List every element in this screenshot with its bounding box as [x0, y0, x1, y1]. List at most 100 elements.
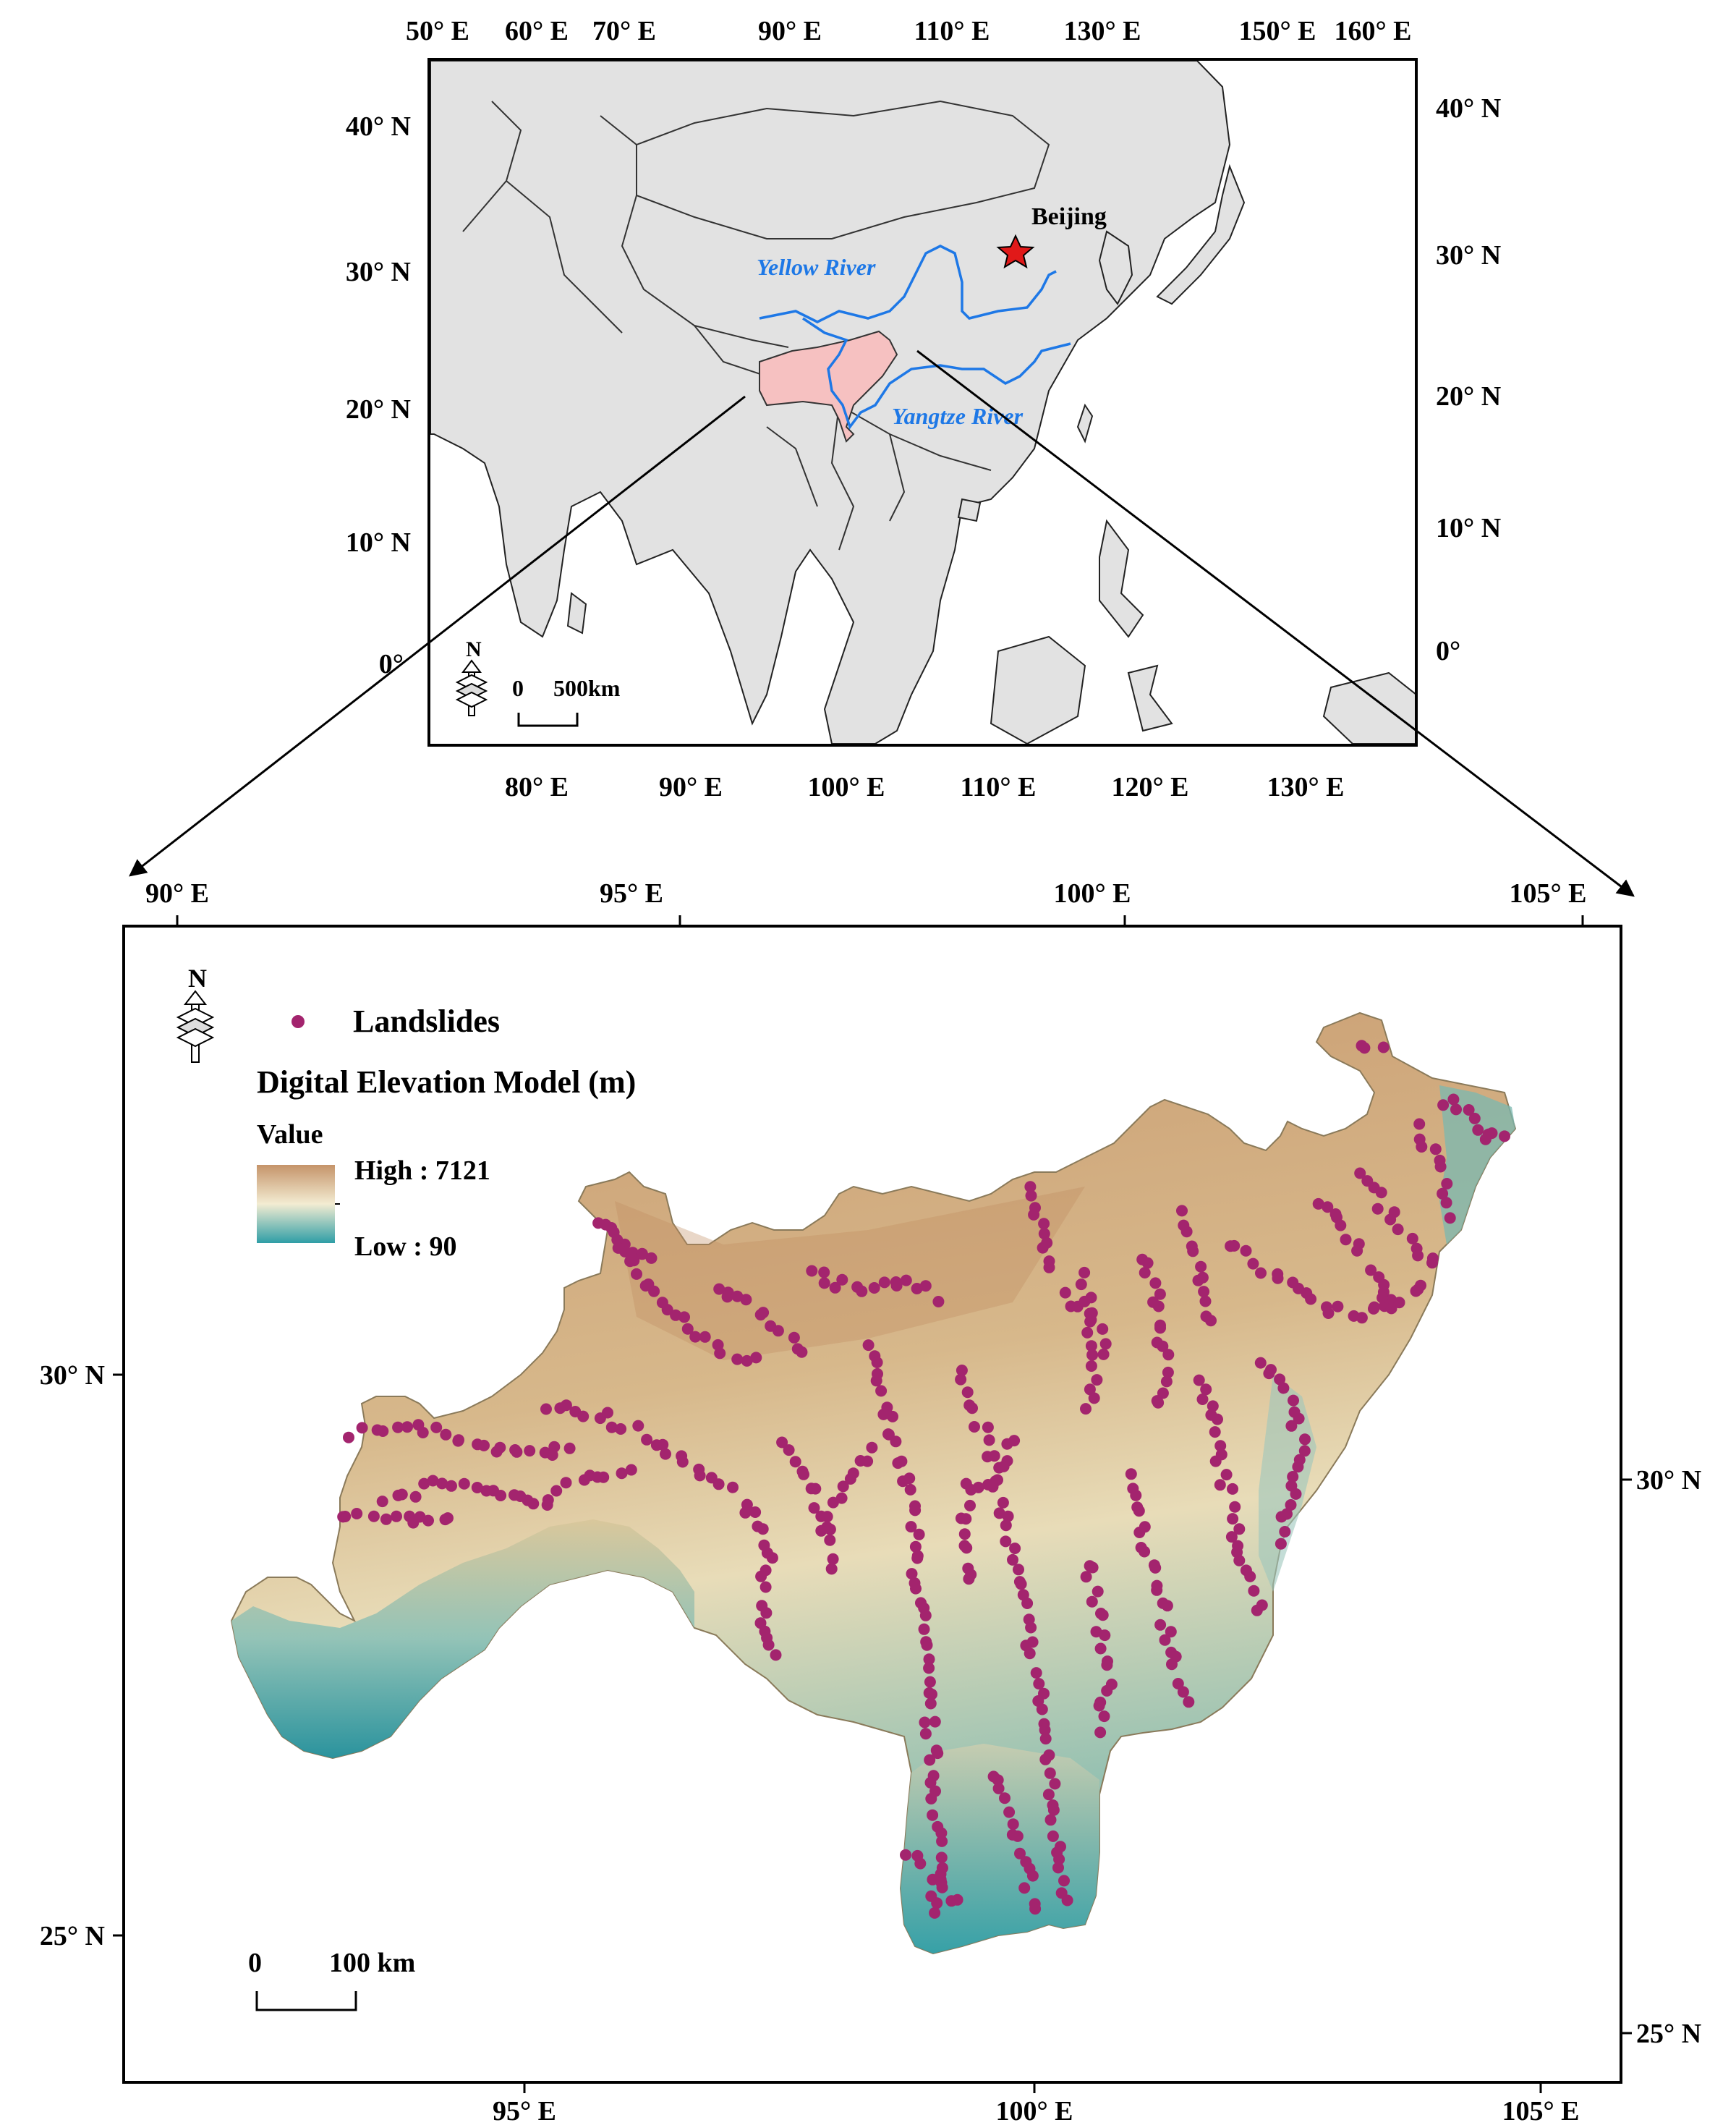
landslide-point: [1441, 1178, 1453, 1189]
landslide-point: [964, 1499, 976, 1511]
inset-right-tick: 0°: [1436, 636, 1460, 666]
inset-top-tick: 150° E: [1238, 16, 1316, 46]
landslide-point: [844, 1473, 856, 1485]
landslide-point: [1038, 1218, 1050, 1230]
landslide-point: [1039, 1724, 1051, 1736]
landslide-point: [1092, 1585, 1104, 1598]
landslide-point: [1172, 1678, 1184, 1689]
main-left-ticks: 30° N 25° N: [40, 1360, 105, 1951]
inset-bottom-tick: 110° E: [961, 772, 1037, 802]
inset-map: Beijing Yellow River Yangtze River N 0 5…: [346, 16, 1501, 802]
landslide-point: [1021, 1598, 1034, 1609]
landslide-point: [440, 1428, 452, 1441]
landslide-point: [827, 1553, 839, 1565]
landslide-point: [1244, 1570, 1256, 1582]
landslide-point: [824, 1534, 836, 1546]
main-scale-distance: 100 km: [329, 1948, 415, 1978]
landslide-point: [600, 1218, 612, 1231]
landslide-point: [923, 1653, 935, 1666]
landslide-point: [988, 1450, 1000, 1462]
landslide-point: [1209, 1426, 1221, 1438]
landslide-point: [1356, 1312, 1368, 1324]
landslide-point: [1351, 1244, 1363, 1257]
landslide-point: [548, 1441, 561, 1453]
landslide-point: [911, 1552, 924, 1564]
landslide-point: [377, 1425, 389, 1437]
beijing-label: Beijing: [1031, 203, 1107, 230]
landslides-legend-label: Landslides: [353, 1004, 500, 1039]
landslide-point: [1279, 1526, 1291, 1537]
landslide-point: [982, 1421, 994, 1433]
inset-korea: [1098, 230, 1133, 305]
inset-top-tick: 110° E: [914, 16, 990, 46]
connector-arrow-right: [916, 349, 1635, 897]
inset-left-tick: 10° N: [346, 527, 411, 558]
inset-right-tick: 20° N: [1436, 381, 1501, 412]
landslide-point: [1285, 1499, 1297, 1511]
landslide-point: [380, 1513, 392, 1525]
inset-yellow-river: [759, 245, 1057, 323]
landslide-point: [446, 1480, 457, 1492]
dem-lowlands-northeast: [1439, 1085, 1515, 1244]
main-legend: N Landslides Digital Elevation Model (m)…: [176, 964, 636, 1262]
landslide-point: [1039, 1753, 1052, 1765]
main-scale-zero: 0: [248, 1948, 262, 1978]
landslide-point: [1322, 1201, 1334, 1213]
landslide-point: [919, 1280, 932, 1292]
landslide-point: [1207, 1400, 1219, 1412]
landslide-point: [1154, 1288, 1166, 1300]
inset-bottom-tick: 90° E: [659, 772, 723, 802]
landslide-point: [931, 1897, 943, 1909]
landslide-point: [925, 1793, 937, 1804]
landslide-point: [1098, 1710, 1110, 1723]
landslide-point: [1251, 1604, 1263, 1616]
landslide-point: [396, 1488, 408, 1501]
landslide-point: [1162, 1349, 1175, 1361]
landslide-point: [755, 1570, 767, 1582]
landslide-point: [749, 1506, 762, 1518]
landslide-point: [789, 1456, 801, 1468]
landslide-point: [542, 1494, 554, 1506]
landslide-point: [1018, 1882, 1031, 1894]
landslide-point: [409, 1490, 422, 1503]
landslide-point: [1149, 1277, 1162, 1289]
landslide-point: [511, 1446, 523, 1458]
landslide-point: [681, 1323, 694, 1335]
inset-borneo: [990, 635, 1086, 744]
landslide-point: [1183, 1696, 1195, 1708]
inset-scale-zero: 0: [512, 675, 524, 701]
landslide-point: [1028, 1208, 1040, 1221]
landslide-point: [1212, 1413, 1223, 1425]
inset-bottom-ticks: 80° E 90° E 100° E 110° E 120° E 130° E: [505, 772, 1345, 802]
landslide-point: [757, 1307, 770, 1319]
landslide-point: [1099, 1629, 1111, 1642]
landslide-point: [577, 1410, 590, 1422]
beijing-star-icon: [996, 234, 1035, 269]
main-left-tick: 30° N: [40, 1360, 105, 1391]
dem-lowlands-west: [231, 1519, 694, 1758]
landslide-point: [670, 1309, 682, 1321]
yellow-river-label: Yellow River: [757, 254, 876, 280]
landslide-point: [1415, 1279, 1426, 1291]
inset-top-tick: 90° E: [758, 16, 822, 46]
landslide-point: [955, 1512, 967, 1524]
landslide-point: [878, 1276, 890, 1289]
landslide-point: [1255, 1267, 1267, 1279]
landslide-point: [815, 1524, 827, 1537]
landslide-point: [808, 1502, 820, 1514]
landslide-point: [1214, 1440, 1227, 1452]
landslide-point: [958, 1528, 971, 1540]
landslide-point: [866, 1441, 878, 1454]
landslide-point: [1444, 1212, 1456, 1224]
landslide-point: [805, 1483, 817, 1495]
landslide-point: [932, 1747, 944, 1760]
inset-left-tick: 20° N: [346, 394, 411, 425]
inset-top-tick: 50° E: [406, 16, 469, 46]
landslide-point: [821, 1511, 833, 1523]
landslide-point: [926, 1688, 937, 1700]
landslide-point: [1086, 1595, 1098, 1608]
landslide-point: [1298, 1445, 1311, 1457]
dem-color-ramp: [257, 1165, 335, 1243]
landslide-point: [660, 1448, 671, 1460]
landslide-point: [391, 1510, 402, 1522]
